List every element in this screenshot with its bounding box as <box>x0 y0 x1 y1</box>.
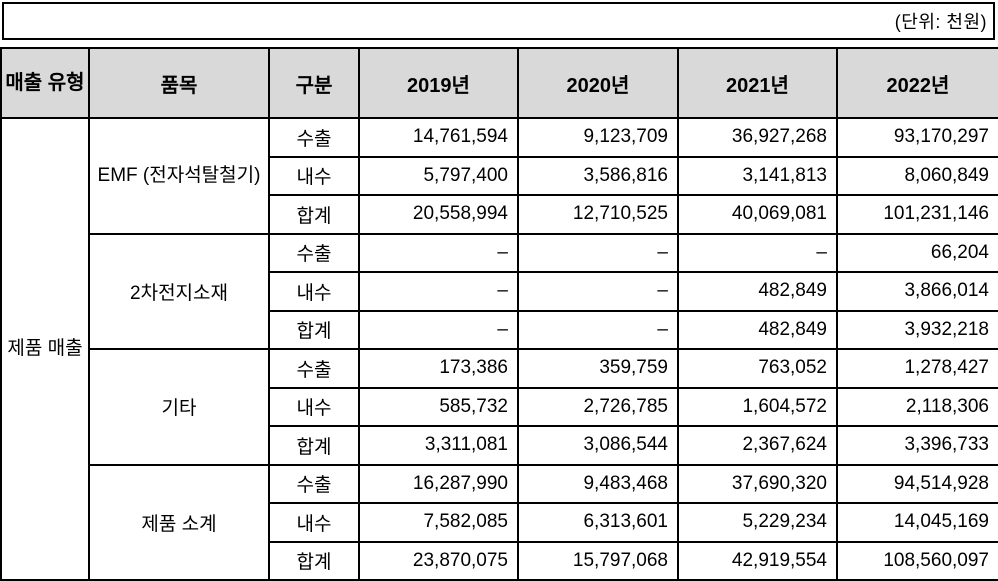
value-cell: 2,726,785 <box>517 386 679 427</box>
table-row: 제품 매출 EMF (전자석탈철기) 수출 14,761,594 9,123,7… <box>0 117 998 581</box>
value-cell: 3,141,813 <box>677 155 838 196</box>
value-cell: 3,586,816 <box>517 155 679 196</box>
value-cell: – <box>517 271 679 312</box>
sales-by-product-table: 매출 유형 품목 구분 2019년 2020년 2021년 2022년 제품 매… <box>0 47 998 581</box>
value-cell: 2,367,624 <box>677 425 838 466</box>
value-cell: 2,118,306 <box>836 386 998 427</box>
item-cell-other: 기타 <box>88 348 270 466</box>
category-cell: 수출 <box>268 117 360 158</box>
value-cell: 108,560,097 <box>836 540 998 581</box>
unit-label: (단위: 천원) <box>894 12 987 32</box>
item-cell-battery-material: 2차전지소재 <box>88 232 270 350</box>
value-cell: 42,919,554 <box>677 540 838 581</box>
category-cell: 수출 <box>268 348 360 389</box>
header-year-2022: 2022년 <box>836 47 998 119</box>
value-cell: 3,866,014 <box>836 271 998 312</box>
value-cell: 20,558,994 <box>358 194 519 235</box>
value-cell: 7,582,085 <box>358 502 519 543</box>
category-cell: 수출 <box>268 463 360 504</box>
table-row: 합계 – – 482,849 3,932,218 <box>1 309 998 350</box>
value-cell: 40,069,081 <box>677 194 838 235</box>
value-cell: 101,231,146 <box>836 194 998 235</box>
value-cell: – <box>517 232 679 273</box>
category-cell: 내수 <box>268 155 360 196</box>
value-cell: 23,870,075 <box>358 540 519 581</box>
value-cell: 9,483,468 <box>517 463 679 504</box>
table-row: 제품 소계 수출 16,287,990 9,483,468 37,690,320… <box>1 463 998 581</box>
value-cell: – <box>358 309 519 350</box>
category-cell: 합계 <box>268 194 360 235</box>
value-cell: 173,386 <box>358 348 519 389</box>
table-row: 합계 20,558,994 12,710,525 40,069,081 101,… <box>1 194 998 235</box>
value-cell: 9,123,709 <box>517 117 679 158</box>
value-cell: 1,278,427 <box>836 348 998 389</box>
value-cell: 3,932,218 <box>836 309 998 350</box>
value-cell: 14,761,594 <box>358 117 519 158</box>
value-cell: 37,690,320 <box>677 463 838 504</box>
item-cell-emf: EMF (전자석탈철기) <box>88 117 270 235</box>
value-cell: 36,927,268 <box>677 117 838 158</box>
unit-note-box: (단위: 천원) <box>2 2 995 40</box>
table-row: 내수 – – 482,849 3,866,014 <box>1 271 998 312</box>
category-cell: 내수 <box>268 271 360 312</box>
category-cell: 합계 <box>268 540 360 581</box>
value-cell: 482,849 <box>677 271 838 312</box>
category-cell: 내수 <box>268 386 360 427</box>
header-category: 구분 <box>268 47 360 119</box>
header-row: 매출 유형 품목 구분 2019년 2020년 2021년 2022년 <box>0 47 998 119</box>
value-cell: 15,797,068 <box>517 540 679 581</box>
table-row: 내수 585,732 2,726,785 1,604,572 2,118,306 <box>1 386 998 427</box>
sales-type-cell: 제품 매출 <box>0 117 90 581</box>
table-row: 내수 5,797,400 3,586,816 3,141,813 8,060,8… <box>1 155 998 196</box>
value-cell: 8,060,849 <box>836 155 998 196</box>
table-row: 2차전지소재 수출 – – – 66,204 <box>1 232 998 350</box>
value-cell: 93,170,297 <box>836 117 998 158</box>
header-year-2021: 2021년 <box>677 47 838 119</box>
header-year-2020: 2020년 <box>517 47 679 119</box>
category-cell: 내수 <box>268 502 360 543</box>
table-row: 기타 수출 173,386 359,759 763,052 1,278,427 <box>1 348 998 466</box>
value-cell: 763,052 <box>677 348 838 389</box>
value-cell: 16,287,990 <box>358 463 519 504</box>
value-cell: 6,313,601 <box>517 502 679 543</box>
item-cell-product-subtotal: 제품 소계 <box>88 463 270 581</box>
value-cell: – <box>358 232 519 273</box>
value-cell: 5,797,400 <box>358 155 519 196</box>
table-row: 합계 3,311,081 3,086,544 2,367,624 3,396,7… <box>1 425 998 466</box>
value-cell: 94,514,928 <box>836 463 998 504</box>
value-cell: 585,732 <box>358 386 519 427</box>
header-sales-type: 매출 유형 <box>0 47 90 119</box>
value-cell: 3,311,081 <box>358 425 519 466</box>
value-cell: 3,396,733 <box>836 425 998 466</box>
table-row: 내수 7,582,085 6,313,601 5,229,234 14,045,… <box>1 502 998 543</box>
header-year-2019: 2019년 <box>358 47 519 119</box>
category-cell: 합계 <box>268 309 360 350</box>
value-cell: – <box>677 232 838 273</box>
category-cell: 합계 <box>268 425 360 466</box>
category-cell: 수출 <box>268 232 360 273</box>
table-row: 합계 23,870,075 15,797,068 42,919,554 108,… <box>1 540 998 581</box>
value-cell: 482,849 <box>677 309 838 350</box>
value-cell: 14,045,169 <box>836 502 998 543</box>
value-cell: – <box>358 271 519 312</box>
value-cell: – <box>517 309 679 350</box>
header-item: 품목 <box>88 47 270 119</box>
value-cell: 66,204 <box>836 232 998 273</box>
value-cell: 359,759 <box>517 348 679 389</box>
value-cell: 12,710,525 <box>517 194 679 235</box>
value-cell: 5,229,234 <box>677 502 838 543</box>
value-cell: 1,604,572 <box>677 386 838 427</box>
value-cell: 3,086,544 <box>517 425 679 466</box>
